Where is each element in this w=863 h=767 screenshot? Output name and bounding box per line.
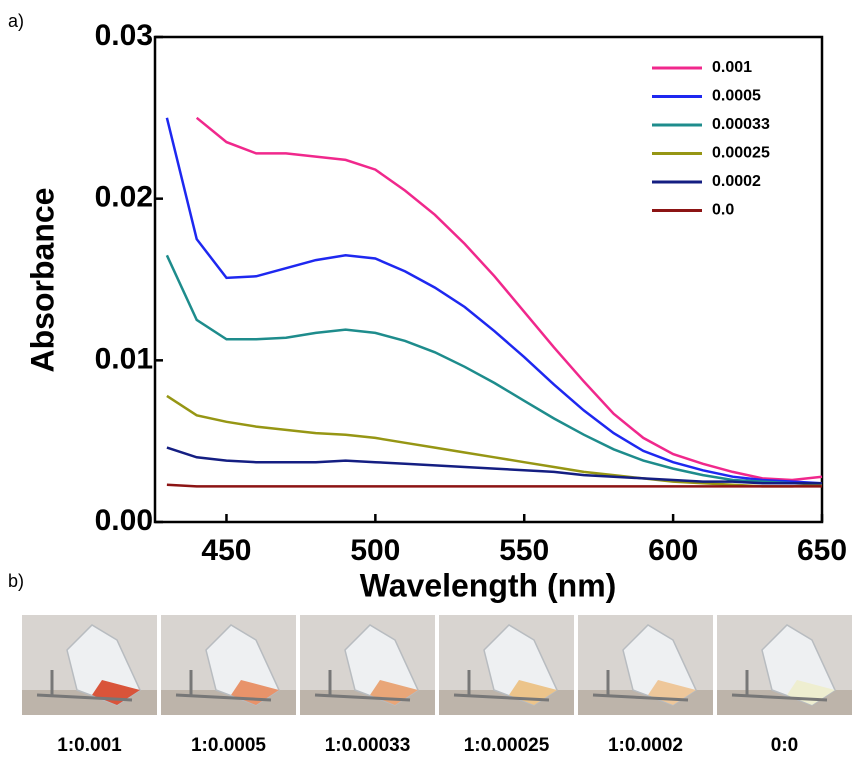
vial-stand (314, 670, 411, 702)
y-axis-title: Absorbance (24, 188, 60, 373)
photo-caption: 1:0.0005 (191, 735, 266, 756)
series-line (165, 117, 823, 485)
photo-caption: 1:0.0002 (608, 735, 683, 756)
x-axis-title: Wavelength (nm) (360, 567, 617, 603)
x-tick-label: 450 (201, 534, 251, 567)
series-line (195, 116, 823, 482)
series-line (166, 483, 822, 488)
plot-frame (153, 35, 824, 524)
vial-stand (731, 670, 828, 702)
series-line (165, 254, 822, 485)
series-line (166, 394, 823, 488)
x-tick-label: 650 (797, 534, 847, 567)
y-tick-label: 0.00 (95, 504, 153, 537)
x-tick-label: 550 (499, 534, 549, 567)
legend-label: 0.0005 (712, 88, 761, 105)
legend-label: 0.0 (712, 202, 734, 219)
legend-label: 0.0002 (712, 173, 761, 190)
series-line (166, 446, 822, 485)
photo-caption: 1:0.00033 (325, 735, 411, 756)
photo-caption: 1:0.001 (57, 735, 122, 756)
vial-stand (453, 670, 550, 702)
panel-label: a) (8, 11, 24, 31)
legend-label: 0.001 (712, 59, 752, 76)
vial-stand (175, 670, 272, 702)
y-tick-label: 0.01 (95, 342, 153, 375)
x-tick-label: 600 (648, 534, 698, 567)
panel-label: b) (8, 571, 24, 591)
y-tick-label: 0.03 (95, 19, 153, 52)
vial-stand (36, 670, 133, 702)
legend-label: 0.00025 (712, 145, 770, 162)
x-tick-label: 500 (350, 534, 400, 567)
legend-label: 0.00033 (712, 116, 770, 133)
photo-caption: 0:0 (771, 735, 798, 756)
photo-caption: 1:0.00025 (464, 735, 550, 756)
y-tick-label: 0.02 (95, 181, 153, 214)
vial-stand (592, 670, 689, 702)
